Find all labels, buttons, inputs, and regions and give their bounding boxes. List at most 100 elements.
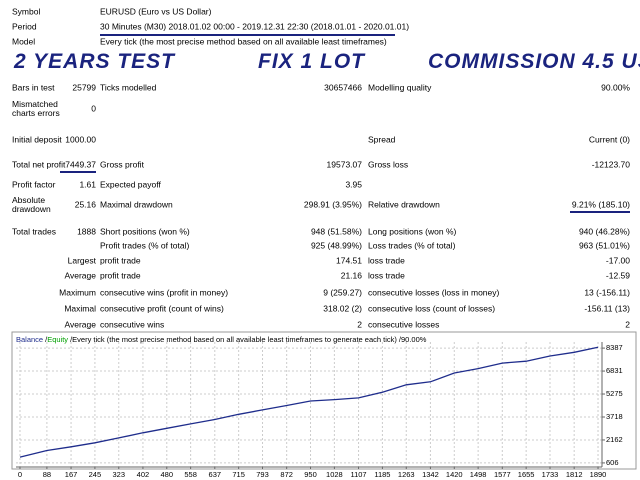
x-tick-label: 245 — [89, 470, 102, 479]
report-value: 948 (51.58%) — [310, 226, 362, 237]
x-tick-label: 1263 — [398, 470, 415, 479]
report-value: 925 (48.99%) — [310, 240, 362, 251]
underline — [100, 34, 395, 36]
report-label: Profit factor — [12, 179, 56, 190]
x-tick-label: 1655 — [518, 470, 535, 479]
report-label: -12.59 — [605, 270, 630, 281]
x-tick-label: 1185 — [374, 470, 390, 479]
report-label: Relative drawdown — [368, 199, 440, 210]
report-label: Modelling quality — [368, 82, 432, 93]
report-value: 940 (46.28%) — [578, 226, 630, 237]
report-value: 25799 — [72, 82, 96, 93]
report-value: Every tick (the most precise method base… — [100, 36, 387, 47]
y-tick-label: 5275 — [606, 389, 623, 398]
report-value: Largest — [67, 255, 96, 266]
report-value: 298.91 (3.95%) — [303, 199, 362, 210]
y-tick-label: 3718 — [606, 412, 623, 421]
report-value: 3.95 — [345, 179, 362, 190]
report-label: Total trades — [12, 226, 56, 237]
report-value: consecutive profit (count of wins) — [100, 303, 224, 314]
report-value: consecutive wins — [100, 319, 165, 330]
banner-text: COMMISSION 4.5 USD — [428, 50, 640, 73]
x-tick-label: 637 — [209, 470, 222, 479]
report-value: 30 Minutes (M30) 2018.01.02 00:00 - 2019… — [100, 21, 410, 32]
x-tick-label: 480 — [161, 470, 174, 479]
report-label: -156.11 (13) — [584, 303, 630, 314]
legend-note: Every tick (the most precise method base… — [72, 335, 397, 344]
banner-text: 2 YEARS TEST — [14, 50, 175, 73]
report-label: Profit trades (% of total) — [100, 240, 190, 251]
report-value: loss trade — [368, 270, 405, 281]
report-label: 2 — [625, 319, 630, 330]
x-tick-label: 167 — [65, 470, 78, 479]
legend-separator: / — [399, 335, 402, 344]
report-value: EURUSD (Euro vs US Dollar) — [100, 6, 212, 17]
report-label: Bars in test — [12, 82, 55, 93]
report-value: 25.16 — [74, 199, 96, 210]
legend-separator: / — [45, 335, 48, 344]
report-value: 1.61 — [79, 179, 96, 190]
report-value: profit trade — [100, 255, 141, 266]
report-value: consecutive losses — [368, 319, 440, 330]
report-value: 9.21% (185.10) — [571, 199, 630, 210]
x-tick-label: 1812 — [566, 470, 583, 479]
legend-separator: / — [70, 335, 73, 344]
report-value: Current (0) — [588, 134, 630, 145]
report-label: Period — [12, 21, 37, 32]
legend-quality: 90.00% — [401, 335, 427, 344]
report-label: Maximal drawdown — [100, 199, 173, 210]
x-tick-label: 715 — [232, 470, 245, 479]
x-tick-label: 1028 — [326, 470, 343, 479]
x-tick-label: 1342 — [422, 470, 439, 479]
x-tick-label: 1107 — [350, 470, 366, 479]
report-label: Absolute drawdown — [12, 195, 51, 214]
report-label: Loss trades (% of total) — [368, 240, 456, 251]
report-label: Spread — [368, 134, 396, 145]
report-label: Total net profit — [12, 159, 66, 170]
x-tick-label: 402 — [137, 470, 150, 479]
x-tick-label: 88 — [43, 470, 51, 479]
report-label: 174.51 — [336, 255, 362, 266]
report-value: 19573.07 — [326, 159, 362, 170]
x-tick-label: 1498 — [470, 470, 487, 479]
x-tick-label: 323 — [113, 470, 126, 479]
report-value: Maximum — [59, 287, 96, 298]
report-label: Model — [12, 36, 36, 47]
underline — [60, 171, 96, 173]
report-label: Long positions (won %) — [368, 226, 457, 237]
report-label: -17.00 — [605, 255, 630, 266]
report-label: Ticks modelled — [100, 82, 157, 93]
report-value: -12123.70 — [591, 159, 630, 170]
report-value: Average — [64, 270, 96, 281]
y-tick-label: 6831 — [606, 366, 623, 375]
banner-text: FIX 1 LOT — [258, 50, 366, 73]
report-label: Short positions (won %) — [100, 226, 190, 237]
legend-entry: Balance — [16, 335, 43, 344]
report-value: 963 (51.01%) — [578, 240, 630, 251]
report-value: 1888 — [77, 226, 96, 237]
report-label: Gross profit — [100, 159, 144, 170]
report-label: Gross loss — [368, 159, 409, 170]
report-label: 13 (-156.11) — [584, 287, 630, 298]
x-tick-label: 558 — [184, 470, 197, 479]
report-value: Maximal — [64, 303, 96, 314]
x-tick-label: 1890 — [590, 470, 607, 479]
x-tick-label: 793 — [256, 470, 269, 479]
report-value: loss trade — [368, 255, 405, 266]
report-value: consecutive wins (profit in money) — [100, 287, 229, 298]
x-tick-label: 872 — [280, 470, 293, 479]
x-tick-label: 1420 — [446, 470, 463, 479]
balance-line — [19, 346, 599, 458]
report-value: consecutive losses (loss in money) — [368, 287, 500, 298]
report-label: 2 — [357, 319, 362, 330]
report-value: 90.00% — [601, 82, 630, 93]
report-label: Expected payoff — [100, 179, 161, 190]
report-label: Mismatched charts errors — [12, 99, 60, 118]
report-label: Initial deposit — [12, 134, 62, 145]
report-value: 7449.37 — [65, 159, 96, 170]
x-tick-label: 1733 — [542, 470, 559, 479]
underline — [570, 211, 630, 213]
report-label: Symbol — [12, 6, 41, 17]
report-value: 30657466 — [324, 82, 362, 93]
